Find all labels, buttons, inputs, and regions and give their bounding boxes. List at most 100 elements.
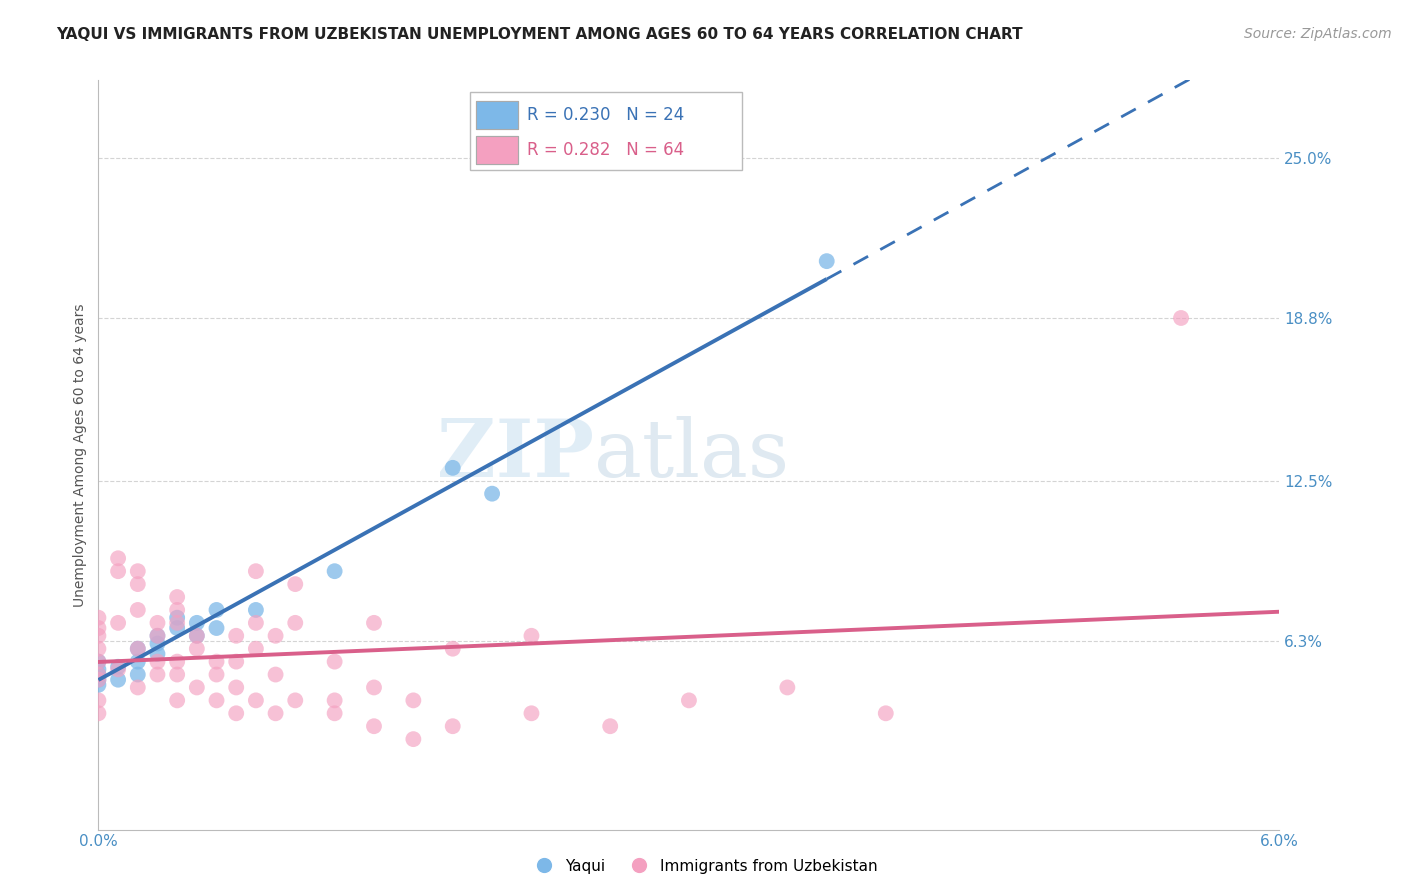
Point (107, 662, 129, 676)
Text: YAQUI VS IMMIGRANTS FROM UZBEKISTAN UNEMPLOYMENT AMONG AGES 60 TO 64 YEARS CORRE: YAQUI VS IMMIGRANTS FROM UZBEKISTAN UNEM… (56, 27, 1024, 42)
Point (205, 655, 228, 669)
Point (166, 693, 188, 707)
Point (166, 610, 188, 624)
Point (363, 615, 385, 630)
Point (245, 564, 267, 578)
Point (284, 615, 307, 630)
Point (363, 719, 385, 733)
Point (363, 681, 385, 695)
Point (402, 732, 425, 747)
Text: R = 0.230   N = 24: R = 0.230 N = 24 (527, 106, 685, 124)
Point (284, 577, 307, 591)
Point (323, 655, 346, 669)
Point (87, 621, 110, 635)
Point (146, 615, 169, 630)
Point (127, 603, 149, 617)
FancyBboxPatch shape (477, 101, 517, 129)
Point (166, 603, 188, 617)
Point (166, 615, 188, 630)
Point (186, 681, 208, 695)
Point (186, 641, 208, 656)
Point (186, 629, 208, 643)
Point (87, 655, 110, 669)
Point (107, 673, 129, 687)
Point (87, 673, 110, 687)
Point (520, 629, 543, 643)
Point (264, 706, 287, 721)
Point (225, 681, 247, 695)
Point (146, 636, 169, 650)
Point (166, 655, 188, 669)
Point (87, 706, 110, 721)
Point (107, 660, 129, 674)
Point (264, 629, 287, 643)
Point (1170, 310, 1192, 325)
Point (520, 706, 543, 721)
Point (146, 647, 169, 661)
Point (875, 706, 897, 721)
Point (599, 719, 621, 733)
Point (323, 564, 346, 578)
Point (146, 629, 169, 643)
Point (127, 681, 149, 695)
Point (146, 655, 169, 669)
Point (146, 667, 169, 681)
Point (205, 603, 228, 617)
Point (87, 641, 110, 656)
Point (323, 693, 346, 707)
Text: Source: ZipAtlas.com: Source: ZipAtlas.com (1244, 27, 1392, 41)
Point (205, 667, 228, 681)
Point (678, 693, 700, 707)
Point (87, 673, 110, 687)
Point (402, 693, 425, 707)
Point (284, 693, 307, 707)
Point (186, 615, 208, 630)
Point (264, 667, 287, 681)
Point (205, 621, 228, 635)
Y-axis label: Unemployment Among Ages 60 to 64 years: Unemployment Among Ages 60 to 64 years (73, 303, 87, 607)
Point (245, 615, 267, 630)
FancyBboxPatch shape (471, 92, 742, 170)
Point (225, 706, 247, 721)
Point (87, 662, 110, 676)
Point (815, 254, 838, 268)
Point (245, 693, 267, 707)
Point (441, 641, 464, 656)
Point (107, 551, 129, 566)
Point (127, 667, 149, 681)
Point (127, 641, 149, 656)
Point (481, 486, 503, 500)
FancyBboxPatch shape (477, 136, 517, 164)
Point (225, 655, 247, 669)
Point (87, 693, 110, 707)
Point (107, 615, 129, 630)
Point (245, 641, 267, 656)
Point (87, 667, 110, 681)
Point (127, 577, 149, 591)
Point (127, 655, 149, 669)
Point (441, 719, 464, 733)
Text: R = 0.282   N = 64: R = 0.282 N = 64 (527, 141, 685, 159)
Point (166, 667, 188, 681)
Point (166, 621, 188, 635)
Point (323, 706, 346, 721)
Point (87, 655, 110, 669)
Text: ZIP: ZIP (437, 416, 595, 494)
Point (107, 564, 129, 578)
Text: atlas: atlas (595, 416, 790, 494)
Point (87, 610, 110, 624)
Point (146, 629, 169, 643)
Point (87, 667, 110, 681)
Point (225, 629, 247, 643)
Point (87, 678, 110, 692)
Point (776, 681, 799, 695)
Point (127, 564, 149, 578)
Point (166, 590, 188, 604)
Point (441, 460, 464, 475)
Point (127, 641, 149, 656)
Point (186, 629, 208, 643)
Point (87, 629, 110, 643)
Point (245, 603, 267, 617)
Point (205, 693, 228, 707)
Legend: Yaqui, Immigrants from Uzbekistan: Yaqui, Immigrants from Uzbekistan (522, 853, 884, 880)
